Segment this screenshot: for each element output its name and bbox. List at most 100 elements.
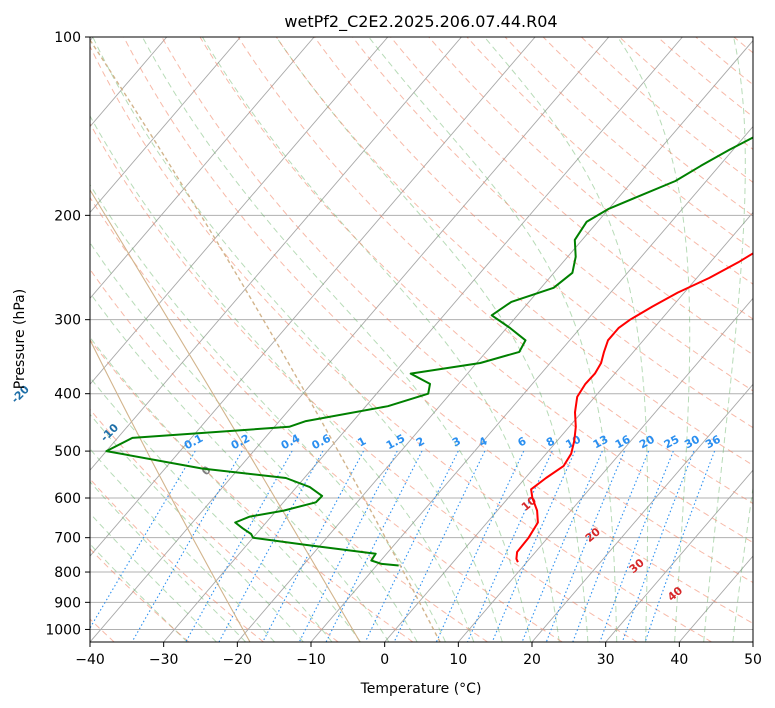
- isotherm-line: [90, 37, 610, 642]
- mixing-ratio-label: 16: [613, 433, 633, 452]
- y-tick-label: 900: [54, 595, 81, 611]
- sounding-profiles: [105, 136, 753, 567]
- mixing-ratio-line: [435, 450, 525, 642]
- x-tick-label: 30: [597, 652, 615, 668]
- mixing-ratio-line: [262, 450, 364, 642]
- mixing-ratio-label: 20: [637, 433, 657, 452]
- dry-adiabat: [90, 45, 712, 642]
- moist-adiabat: [732, 484, 753, 642]
- lcl-curve: [90, 39, 441, 642]
- mixing-ratio-label: 13: [591, 433, 611, 452]
- mixing-ratio-line: [131, 450, 243, 642]
- moist-adiabat: [141, 37, 532, 642]
- x-tick-label: −20: [223, 652, 253, 668]
- moist-adiabat: [90, 114, 475, 642]
- temperature-profile: [515, 252, 753, 563]
- mixing-ratio-line: [298, 450, 398, 642]
- dry-adiabat: [90, 338, 414, 642]
- mixing-ratio-line: [621, 450, 695, 642]
- isotherm-line: [163, 37, 683, 642]
- dry-adiabat: [123, 37, 753, 624]
- y-tick-label: 400: [54, 387, 81, 403]
- plot-background: [90, 37, 753, 642]
- dry-adiabat: [352, 37, 753, 392]
- dry-adiabat: [275, 37, 753, 466]
- mixing-ratio-line: [545, 450, 625, 642]
- lcl-curve: [90, 189, 361, 642]
- moist-adiabat: [275, 37, 589, 642]
- x-axis-ticks: −40 −30 −20 −10 0 10 20 30 40 50: [75, 642, 762, 668]
- isotherm-line: [90, 37, 315, 300]
- x-tick-label: −30: [149, 652, 179, 668]
- moist-adiabat: [90, 183, 446, 642]
- moist-adiabat: [92, 37, 503, 642]
- x-tick-label: 50: [744, 652, 762, 668]
- x-tick-label: 40: [670, 652, 688, 668]
- x-axis-label: Temperature (°C): [360, 681, 482, 697]
- y-tick-label: 800: [54, 565, 81, 581]
- isotherm-line: [457, 297, 753, 642]
- isotherm-line: [90, 37, 241, 214]
- x-tick-label: 10: [449, 652, 467, 668]
- moist-adiabat: [368, 37, 618, 642]
- mixing-ratio-line: [599, 450, 674, 642]
- dry-adiabat: [90, 478, 264, 642]
- dry-adiabat: [90, 268, 488, 642]
- moist-adiabat: [484, 37, 649, 642]
- x-tick-label: −10: [296, 652, 326, 668]
- y-tick-label: 500: [54, 444, 81, 460]
- dry-adiabat: [199, 37, 753, 544]
- isotherm-line: [531, 383, 753, 642]
- x-tick-label: −40: [75, 652, 105, 668]
- isotherm-line: [236, 39, 753, 642]
- dry-adiabat: [90, 548, 190, 642]
- mixing-ratio-line: [572, 450, 650, 642]
- isotherm-line: [384, 211, 753, 642]
- moist-adiabat: [90, 413, 304, 642]
- mixing-ratio-line: [364, 450, 459, 642]
- mixing-ratio-label: 25: [662, 433, 682, 452]
- moist-adiabat: [703, 37, 746, 642]
- isotherms: [90, 37, 753, 642]
- moist-adiabat: [90, 241, 418, 642]
- dry-adiabat: [390, 37, 753, 356]
- isotherm-line: [90, 37, 389, 385]
- y-tick-label: 700: [54, 531, 81, 547]
- dewpoint-profile: [105, 136, 753, 567]
- y-tick-label: 600: [54, 491, 81, 507]
- moist-adiabat: [90, 292, 390, 642]
- x-tick-label: 0: [380, 652, 389, 668]
- dry-adiabats: [90, 37, 753, 642]
- dry-adiabat: [90, 196, 563, 642]
- chart-title: wetPf2_C2E2.2025.206.07.44.R04: [284, 12, 557, 32]
- mixing-ratio-line: [393, 450, 486, 642]
- moist-adiabats: [90, 37, 753, 642]
- moist-adiabat: [201, 37, 560, 642]
- isotherm-line: [90, 37, 536, 557]
- lcl-curves: [90, 39, 441, 642]
- dry-adiabat: [90, 122, 638, 642]
- isotherm-line: [605, 469, 753, 642]
- isotherm-line: [90, 37, 462, 471]
- y-tick-label: 300: [54, 313, 81, 329]
- moist-adiabat: [617, 37, 691, 642]
- mixing-ratio-line: [325, 450, 423, 642]
- dry-adiabat: [313, 37, 753, 429]
- plot-frame: [89, 36, 754, 643]
- moist-adiabat: [90, 336, 361, 642]
- y-tick-label: 200: [54, 208, 81, 224]
- mixing-ratio-line: [185, 450, 293, 642]
- isotherm-line: [310, 125, 753, 642]
- y-tick-label: 1000: [45, 622, 81, 638]
- x-tick-label: 20: [523, 652, 541, 668]
- isotherm-line: [752, 641, 753, 642]
- lcl-curve: [90, 339, 251, 642]
- y-tick-label: 100: [54, 30, 81, 46]
- mixing-ratio-line: [644, 450, 716, 642]
- mixing-ratio-line: [218, 450, 324, 642]
- mixing-ratio-label: 36: [703, 433, 723, 452]
- y-axis-label: Pressure (hPa): [12, 289, 28, 389]
- mixing-ratio-lines: [90, 450, 716, 642]
- y-axis-ticks: 100 200 300 400 500 600 700 800 900 1000: [45, 30, 90, 638]
